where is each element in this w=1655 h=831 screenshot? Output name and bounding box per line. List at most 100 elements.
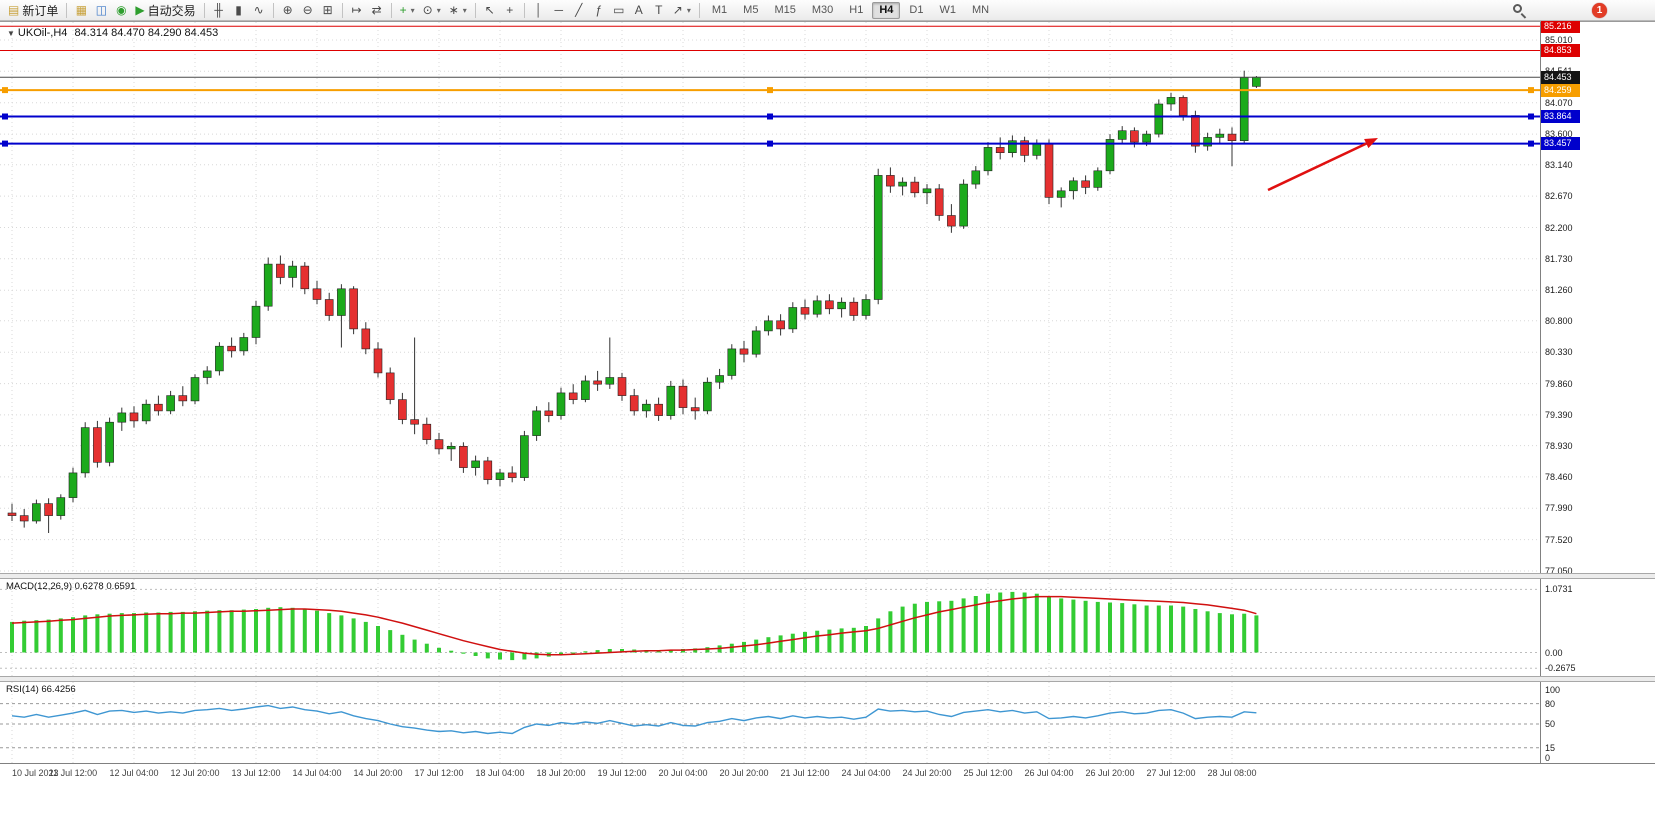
timeframe-h4[interactable]: H4: [872, 1, 901, 19]
indicators-icon-button[interactable]: ∗ ▾: [445, 1, 471, 19]
chart-title: ▼ UKOil-,H4 84.314 84.470 84.290 84.453: [7, 27, 218, 39]
price-line-tag: 83.457: [1541, 137, 1580, 151]
horizontal-line-icon-button[interactable]: ─: [549, 1, 569, 19]
main-chart[interactable]: [0, 22, 1540, 573]
text-label-icon-button[interactable]: T: [649, 1, 669, 19]
chevron-down-icon: ▾: [686, 5, 691, 15]
fibonacci-icon-button[interactable]: ƒ: [589, 1, 609, 19]
timeframe-mn[interactable]: MN: [971, 4, 990, 16]
toolbar-separator: [474, 2, 476, 18]
new-order-label: 新订单: [22, 3, 59, 18]
bar-chart-icon-button[interactable]: ╫: [209, 1, 229, 19]
rsi-axis-label: 15: [1545, 742, 1556, 753]
shapes-icon-button[interactable]: ▭: [609, 1, 629, 19]
tile-windows-icon-button[interactable]: ⊞: [318, 1, 338, 19]
price-axis-label: 82.200: [1545, 222, 1573, 233]
text-label-icon: T: [655, 3, 663, 17]
macd-axis-label: -0.2675: [1545, 663, 1576, 674]
chevron-down-icon: ▾: [410, 5, 415, 15]
text-icon-button[interactable]: A: [629, 1, 649, 19]
macd-label: MACD(12,26,9) 0.6278 0.6591: [6, 581, 136, 592]
time-axis-label: 12 Jul 20:00: [170, 768, 220, 778]
vertical-line-icon: │: [535, 3, 543, 17]
vertical-line-icon-button[interactable]: │: [529, 1, 549, 19]
new-chart-icon-button[interactable]: + ▾: [396, 1, 419, 19]
time-axis-label: 10 Jul 2023: [12, 768, 59, 778]
shapes-icon: ▭: [613, 3, 625, 17]
charts-icon: ▦: [75, 3, 88, 17]
cursor-icon-button[interactable]: ↖: [480, 1, 500, 19]
panel-separator[interactable]: [0, 676, 1655, 682]
crosshair-icon-button[interactable]: +: [500, 1, 520, 19]
price-axis-label: 82.670: [1545, 191, 1573, 202]
notification-badge[interactable]: 1: [1592, 3, 1607, 18]
time-axis-label: 26 Jul 04:00: [1024, 768, 1074, 778]
panel-separator[interactable]: [0, 573, 1655, 579]
time-axis[interactable]: 10 Jul 2023 11 Jul 12:00 12 Jul 04:00 12 Ju…: [0, 763, 1655, 782]
price-axis-label: 78.930: [1545, 440, 1573, 451]
time-axis-label: 24 Jul 20:00: [902, 768, 952, 778]
tile-windows-icon: ⊞: [322, 3, 333, 17]
price-line-tag: 85.216: [1541, 19, 1580, 33]
candlestick-chart-icon: ▮: [235, 3, 242, 17]
arrow-tool-icon-button[interactable]: ↗ ▾: [669, 1, 695, 19]
zoom-in-icon-button[interactable]: ⊕: [278, 1, 298, 19]
fibonacci-icon: ƒ: [595, 3, 603, 17]
autotrading-button[interactable]: ▶ 自动交易: [131, 1, 199, 19]
price-axis-label: 77.520: [1545, 534, 1573, 545]
periods-icon: ⊙: [422, 3, 433, 17]
macd-axis-label: 1.0731: [1545, 584, 1573, 595]
chevron-down-icon: ▾: [436, 5, 441, 15]
rsi-label: RSI(14) 66.4256: [6, 684, 76, 695]
candlestick-chart-icon-button[interactable]: ▮: [229, 1, 249, 19]
periods-icon-button[interactable]: ⊙ ▾: [419, 1, 445, 19]
arrow-tool-icon: ↗: [672, 3, 683, 17]
time-axis-label: 12 Jul 04:00: [109, 768, 159, 778]
zoom-out-icon-button[interactable]: ⊖: [298, 1, 318, 19]
chevron-down-icon: ▾: [462, 5, 467, 15]
profiles-icon-button[interactable]: ◫: [91, 1, 111, 19]
market-sound-icon: ◉: [116, 3, 127, 17]
market-sound-icon-button[interactable]: ◉: [111, 1, 131, 19]
rsi-panel[interactable]: [0, 682, 1540, 763]
collapse-arrow-icon[interactable]: ▼: [7, 29, 15, 38]
time-axis-label: 11 Jul 12:00: [48, 768, 98, 778]
price-axis-label: 77.990: [1545, 503, 1573, 514]
toolbar-separator: [390, 2, 392, 18]
timeframe-m5[interactable]: M5: [743, 4, 759, 16]
search-icon-tail: [1520, 13, 1527, 19]
symbol-period-label: UKOil-,H4: [17, 27, 68, 39]
search-icon[interactable]: [1512, 3, 1527, 19]
charts-icon-button[interactable]: ▦: [71, 1, 91, 19]
chart-shift-icon-button[interactable]: ⇄: [367, 1, 387, 19]
trendline-icon-button[interactable]: ╱: [569, 1, 589, 19]
time-axis-label: 21 Jul 12:00: [780, 768, 830, 778]
rsi-axis-label: 50: [1545, 719, 1556, 729]
line-chart-icon-button[interactable]: ∿: [249, 1, 269, 19]
cursor-icon: ↖: [484, 3, 495, 17]
price-axis-label: 80.330: [1545, 347, 1573, 358]
time-axis-label: 13 Jul 12:00: [231, 768, 281, 778]
timeframe-h1[interactable]: H1: [849, 4, 864, 16]
time-axis-label: 28 Jul 08:00: [1207, 768, 1257, 778]
profiles-icon: ◫: [95, 3, 108, 17]
time-axis-label: 14 Jul 04:00: [292, 768, 342, 778]
time-axis-label: 14 Jul 20:00: [353, 768, 403, 778]
price-axis[interactable]: 85.01084.54184.07083.60083.14082.67082.2…: [1540, 19, 1655, 763]
price-axis-label: 81.260: [1545, 285, 1573, 296]
timeframe-d1[interactable]: D1: [909, 4, 924, 16]
timeframe-m30[interactable]: M30: [811, 4, 834, 16]
timeframe-m1[interactable]: M1: [711, 4, 728, 16]
timeframe-m15[interactable]: M15: [774, 4, 796, 16]
new-order-button[interactable]: ▤ 新订单: [4, 1, 62, 19]
auto-scroll-icon: ↦: [351, 3, 362, 17]
indicators-icon: ∗: [448, 3, 459, 17]
price-axis-label: 77.050: [1545, 566, 1573, 576]
zoom-out-icon: ⊖: [302, 3, 313, 17]
toolbar-separator: [698, 2, 700, 18]
timeframe-w1[interactable]: W1: [939, 4, 956, 16]
rsi-axis-label: 80: [1545, 698, 1556, 709]
macd-panel[interactable]: [0, 579, 1540, 676]
time-axis-label: 18 Jul 04:00: [475, 768, 525, 778]
auto-scroll-icon-button[interactable]: ↦: [347, 1, 367, 19]
